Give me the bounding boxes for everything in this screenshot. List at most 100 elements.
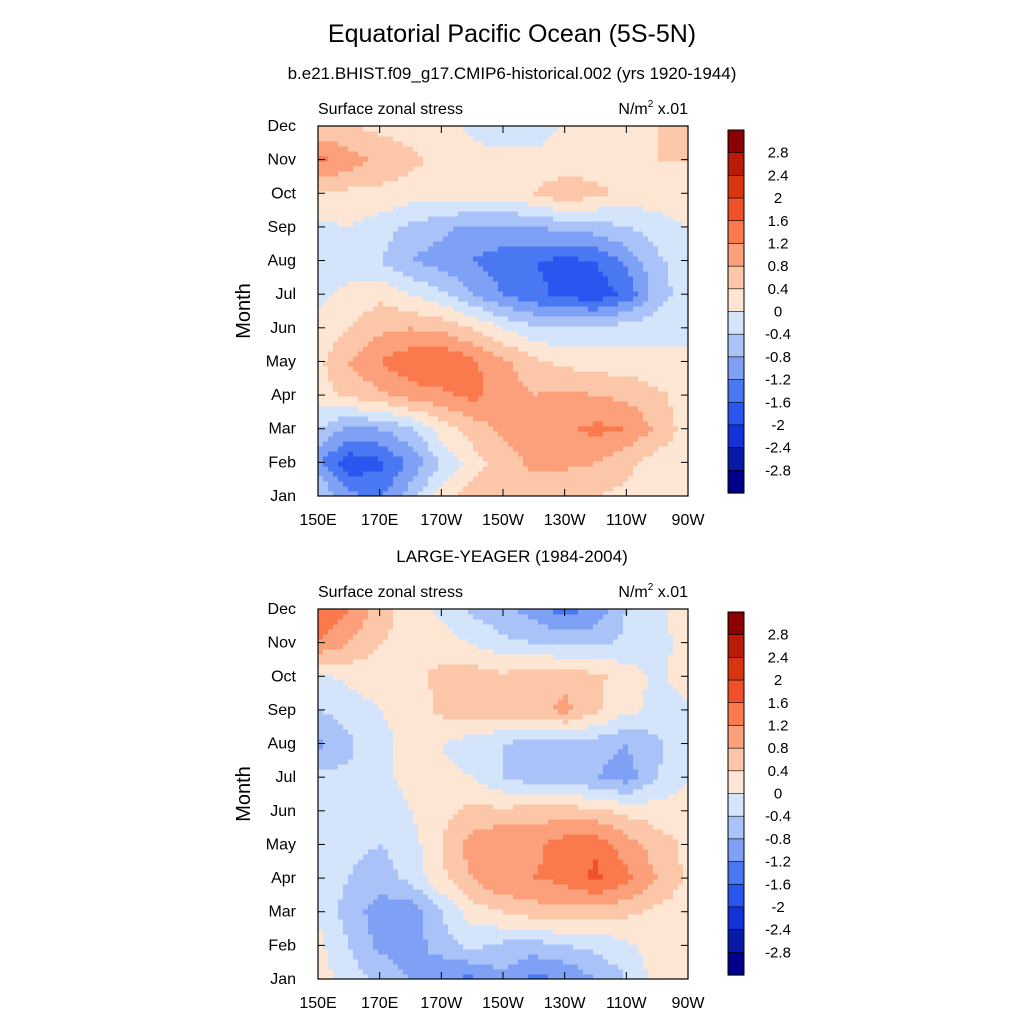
field-cell — [378, 391, 384, 397]
field-cell — [443, 481, 449, 487]
field-cell — [453, 161, 459, 167]
field-cell — [348, 371, 354, 377]
field-cell — [583, 456, 589, 462]
field-cell — [488, 396, 494, 402]
field-cell — [528, 491, 534, 497]
field-cell — [513, 261, 519, 267]
field-cell — [338, 341, 344, 347]
field-cell — [653, 246, 659, 252]
field-cell — [643, 326, 649, 332]
field-cell — [368, 351, 374, 357]
field-cell — [478, 241, 484, 247]
field-cell — [363, 296, 369, 302]
field-cell — [668, 231, 674, 237]
field-cell — [658, 371, 664, 377]
field-cell — [428, 231, 434, 237]
field-cell — [493, 221, 499, 227]
field-cell — [523, 311, 529, 317]
field-cell — [608, 236, 614, 242]
field-cell — [433, 401, 439, 407]
field-cell — [378, 216, 384, 222]
field-cell — [593, 471, 599, 477]
field-cell — [373, 231, 379, 237]
field-cell — [638, 406, 644, 412]
field-cell — [623, 371, 629, 377]
field-cell — [348, 221, 354, 227]
field-cell — [553, 166, 559, 172]
field-cell — [648, 316, 654, 322]
field-cell — [318, 276, 324, 282]
field-cell — [503, 451, 509, 457]
field-cell — [543, 291, 549, 297]
field-cell — [603, 271, 609, 277]
field-cell — [448, 286, 454, 292]
field-cell — [348, 416, 354, 422]
field-cell — [548, 331, 554, 337]
field-cell — [328, 466, 334, 472]
field-cell — [383, 471, 389, 477]
field-cell — [433, 221, 439, 227]
field-cell — [323, 491, 329, 497]
field-cell — [523, 346, 529, 352]
field-cell — [363, 471, 369, 477]
field-cell — [358, 331, 364, 337]
field-cell — [438, 356, 444, 362]
field-cell — [643, 461, 649, 467]
field-cell — [548, 471, 554, 477]
field-cell — [373, 226, 379, 232]
field-cell — [338, 291, 344, 297]
field-cell — [528, 406, 534, 412]
field-cell — [443, 316, 449, 322]
field-cell — [553, 291, 559, 297]
field-cell — [608, 346, 614, 352]
field-cell — [443, 466, 449, 472]
field-cell — [653, 476, 659, 482]
field-cell — [508, 406, 514, 412]
field-cell — [628, 296, 634, 302]
field-cell — [653, 381, 659, 387]
field-cell — [603, 161, 609, 167]
field-cell — [508, 366, 514, 372]
field-cell — [588, 451, 594, 457]
field-cell — [423, 436, 429, 442]
field-cell — [673, 301, 679, 307]
field-cell — [433, 411, 439, 417]
field-cell — [498, 186, 504, 192]
field-cell — [628, 486, 634, 492]
field-cell — [378, 196, 384, 202]
field-cell — [498, 446, 504, 452]
field-cell — [488, 296, 494, 302]
field-cell — [433, 421, 439, 427]
field-cell — [378, 171, 384, 177]
field-cell — [448, 201, 454, 207]
field-cell — [498, 381, 504, 387]
field-cell — [613, 381, 619, 387]
field-cell — [363, 256, 369, 262]
field-cell — [413, 451, 419, 457]
field-cell — [318, 401, 324, 407]
field-cell — [358, 221, 364, 227]
field-cell — [453, 216, 459, 222]
field-cell — [578, 381, 584, 387]
field-cell — [508, 341, 514, 347]
field-cell — [378, 291, 384, 297]
field-cell — [588, 401, 594, 407]
field-cell — [398, 221, 404, 227]
field-cell — [668, 411, 674, 417]
field-cell — [388, 181, 394, 187]
field-cell — [683, 361, 689, 367]
field-cell — [453, 266, 459, 272]
field-cell — [598, 466, 604, 472]
field-cell — [378, 486, 384, 492]
field-cell — [673, 241, 679, 247]
field-cell — [573, 261, 579, 267]
field-cell — [633, 176, 639, 182]
field-cell — [523, 401, 529, 407]
field-cell — [588, 241, 594, 247]
field-cell — [433, 331, 439, 337]
field-cell — [393, 211, 399, 217]
field-cell — [368, 221, 374, 227]
field-cell — [448, 186, 454, 192]
field-cell — [563, 471, 569, 477]
field-cell — [623, 226, 629, 232]
